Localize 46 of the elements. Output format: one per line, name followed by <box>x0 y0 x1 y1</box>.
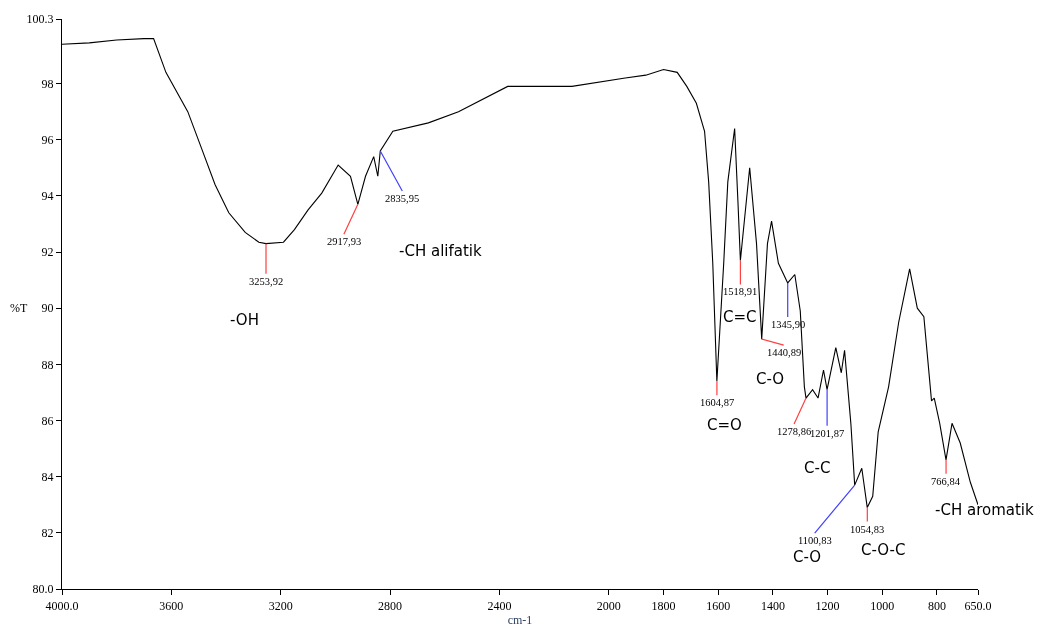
x-tick-label: 2800 <box>378 598 403 613</box>
annotation: C-O-C <box>861 541 906 559</box>
x-tick-label: 4000.0 <box>45 598 79 613</box>
annotation: 1201,87 <box>810 428 845 439</box>
x-tick-label: 800 <box>927 598 946 613</box>
x-tick-label: 2400 <box>487 598 512 613</box>
annotation: 1100,83 <box>798 535 832 546</box>
x-tick-label: 3600 <box>159 598 184 613</box>
y-tick-label: 96 <box>41 132 54 147</box>
y-tick-label: 98 <box>41 76 54 91</box>
y-tick-label: 100.3 <box>26 12 54 27</box>
x-tick-label: 1000 <box>870 598 895 613</box>
y-tick-label: 84 <box>41 469 54 484</box>
annotation: -CH aromatik <box>935 501 1034 519</box>
annotation: C-C <box>804 459 831 477</box>
y-tick-label: 94 <box>41 189 54 204</box>
y-tick-label: 92 <box>41 245 54 260</box>
annotation: 3253,92 <box>249 276 284 287</box>
annotation: C=C <box>723 308 757 326</box>
y-tick-label: 86 <box>41 413 54 428</box>
annotation: -OH <box>230 311 259 329</box>
annotation: 1054,83 <box>850 524 885 535</box>
x-tick-label: 2000 <box>596 598 621 613</box>
y-tick-label: 88 <box>41 357 54 372</box>
y-axis-title: %T <box>10 301 28 315</box>
annotation: 1518,91 <box>723 286 758 297</box>
x-tick-label: 1800 <box>651 598 676 613</box>
annotation: C=O <box>707 416 742 434</box>
y-tick-label: 90 <box>41 301 54 316</box>
x-tick-label: 650.0 <box>964 598 992 613</box>
annotation: 1604,87 <box>700 397 735 408</box>
y-tick-label: 82 <box>41 526 54 541</box>
annotation: 1440,89 <box>767 347 802 358</box>
x-tick-label: 1400 <box>760 598 785 613</box>
x-tick-label: 3200 <box>268 598 293 613</box>
annotation: -CH alifatik <box>399 242 482 260</box>
x-tick-label: 1600 <box>706 598 731 613</box>
annotation: 1278,86 <box>777 426 812 437</box>
x-axis-title: cm-1 <box>507 613 533 628</box>
x-tick-label: 1200 <box>815 598 840 613</box>
annotation: 2835,95 <box>385 193 420 204</box>
annotation: C-O <box>756 370 785 388</box>
annotation: C-O <box>793 548 822 566</box>
annotation: 2917,93 <box>327 236 362 247</box>
y-tick-label: 80.0 <box>32 582 54 597</box>
annotation: 766,84 <box>931 476 961 487</box>
